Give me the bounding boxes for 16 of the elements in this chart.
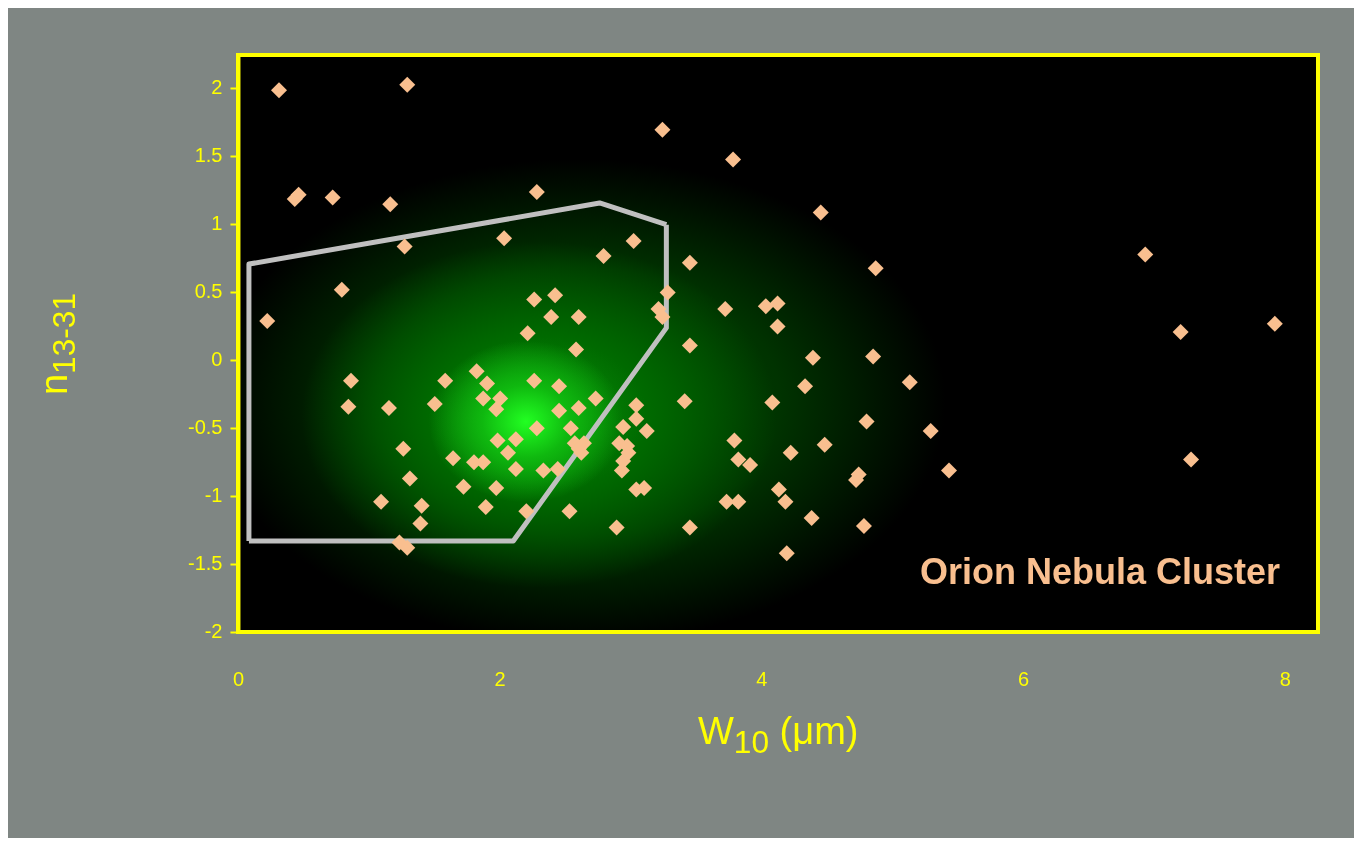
y-tick-label: -1 [204, 483, 223, 506]
y-tick-label: 2 [211, 76, 223, 99]
x-tick-label: 6 [1018, 667, 1030, 690]
x-tick-label: 2 [494, 667, 506, 690]
y-tick-label: 0.5 [194, 280, 223, 303]
y-tick-label: 0 [211, 347, 223, 370]
annotation: Orion Nebula Cluster [919, 551, 1280, 592]
x-tick-label: 4 [756, 667, 768, 690]
y-tick-label: -0.5 [187, 415, 223, 438]
y-tick-label: -1.5 [187, 551, 223, 574]
y-tick-label: 1.5 [194, 144, 223, 167]
x-tick-label: 0 [232, 667, 245, 690]
y-tick-label: -2 [204, 619, 223, 642]
x-axis-title: W$_{10}$ (μm) [696, 710, 860, 761]
y-tick-label: 1 [211, 212, 223, 235]
x-tick-label: 8 [1279, 667, 1291, 690]
